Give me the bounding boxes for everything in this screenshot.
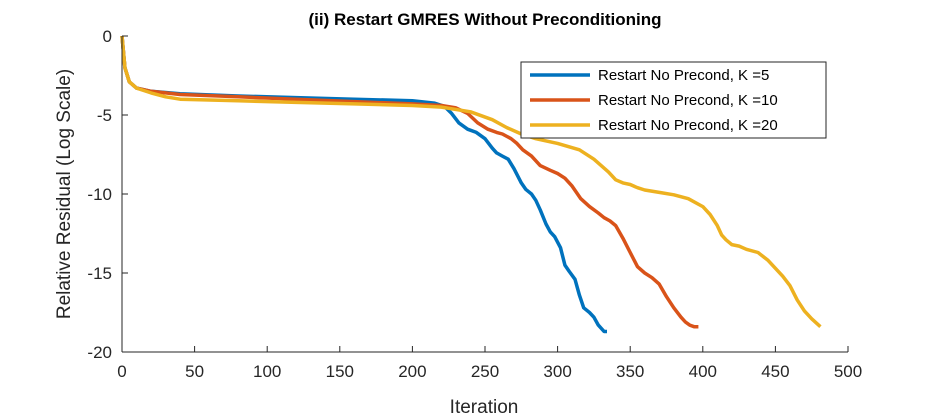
legend-label-3: Restart No Precond, K =20 <box>598 117 778 134</box>
y-tick-label: -15 <box>87 264 112 283</box>
x-tick-label: 200 <box>398 362 426 381</box>
x-tick-label: 300 <box>543 362 571 381</box>
y-tick-label: -10 <box>87 185 112 204</box>
y-axis-label: Relative Residual (Log Scale) <box>54 69 75 319</box>
x-tick-label: 150 <box>326 362 354 381</box>
axes <box>121 35 849 353</box>
tick-labels: 0 50 100 150 200 250 300 350 400 450 500 0 -5 -10 -15 -… <box>87 27 862 381</box>
legend-label-1: Restart No Precond, K =5 <box>598 67 769 84</box>
x-tick-label: 100 <box>253 362 281 381</box>
chart-title: (ii) Restart GMRES Without Preconditioni… <box>308 10 661 29</box>
series-line-3 <box>120 35 822 328</box>
x-tick-label: 0 <box>117 362 126 381</box>
x-tick-label: 250 <box>471 362 499 381</box>
legend-label-2: Restart No Precond, K =10 <box>598 92 778 109</box>
x-tick-label: 450 <box>761 362 789 381</box>
y-tick-label: -5 <box>97 106 112 125</box>
x-axis-label: Iteration <box>450 397 519 418</box>
series-line-2 <box>120 35 699 329</box>
legend: Restart No Precond, K =5 Restart No Preco… <box>520 61 827 139</box>
y-tick-label: -20 <box>87 343 112 362</box>
x-tick-label: 50 <box>185 362 204 381</box>
x-tick-label: 350 <box>616 362 644 381</box>
x-tick-label: 500 <box>834 362 862 381</box>
y-tick-label: 0 <box>103 27 112 46</box>
x-tick-label: 400 <box>689 362 717 381</box>
plot-area <box>120 35 822 334</box>
